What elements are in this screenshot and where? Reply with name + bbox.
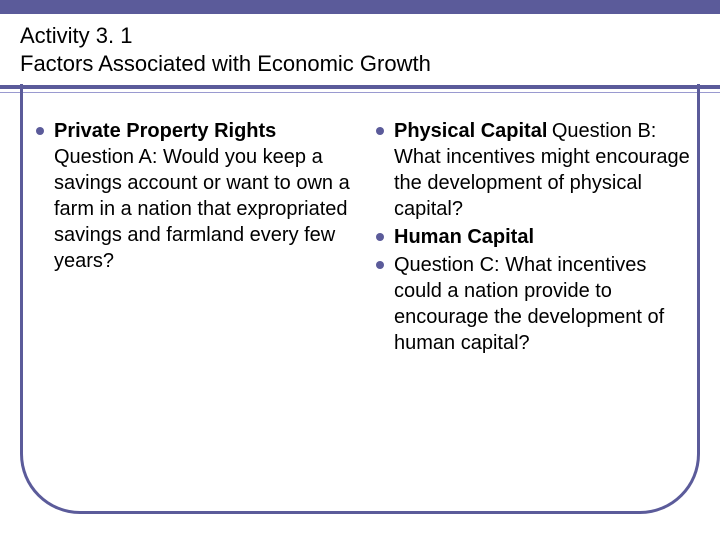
list-item: Private Property Rights Question A: Woul… bbox=[30, 118, 350, 274]
bullet-icon bbox=[376, 127, 384, 135]
bullet-icon bbox=[36, 127, 44, 135]
header-band bbox=[0, 0, 720, 14]
right-column: Physical Capital Question B: What incent… bbox=[370, 118, 690, 358]
title-line-1: Activity 3. 1 bbox=[20, 22, 700, 50]
item-body: Question C: What incentives could a nati… bbox=[394, 254, 664, 354]
bullet-icon bbox=[376, 233, 384, 241]
accent-bar-thin bbox=[0, 92, 720, 93]
item-heading: Physical Capital bbox=[394, 120, 547, 142]
title-line-2: Factors Associated with Economic Growth bbox=[20, 50, 700, 78]
left-column: Private Property Rights Question A: Woul… bbox=[30, 118, 350, 358]
list-item: Physical Capital Question B: What incent… bbox=[370, 118, 690, 222]
slide-title: Activity 3. 1 Factors Associated with Ec… bbox=[20, 22, 700, 77]
item-heading: Human Capital bbox=[394, 226, 534, 248]
list-item: Human Capital bbox=[370, 224, 690, 250]
accent-bar bbox=[0, 85, 720, 89]
list-item: Question C: What incentives could a nati… bbox=[370, 252, 690, 356]
item-body: Question A: Would you keep a savings acc… bbox=[54, 146, 350, 272]
bullet-icon bbox=[376, 261, 384, 269]
item-heading: Private Property Rights bbox=[54, 120, 276, 142]
content-area: Private Property Rights Question A: Woul… bbox=[30, 118, 690, 358]
